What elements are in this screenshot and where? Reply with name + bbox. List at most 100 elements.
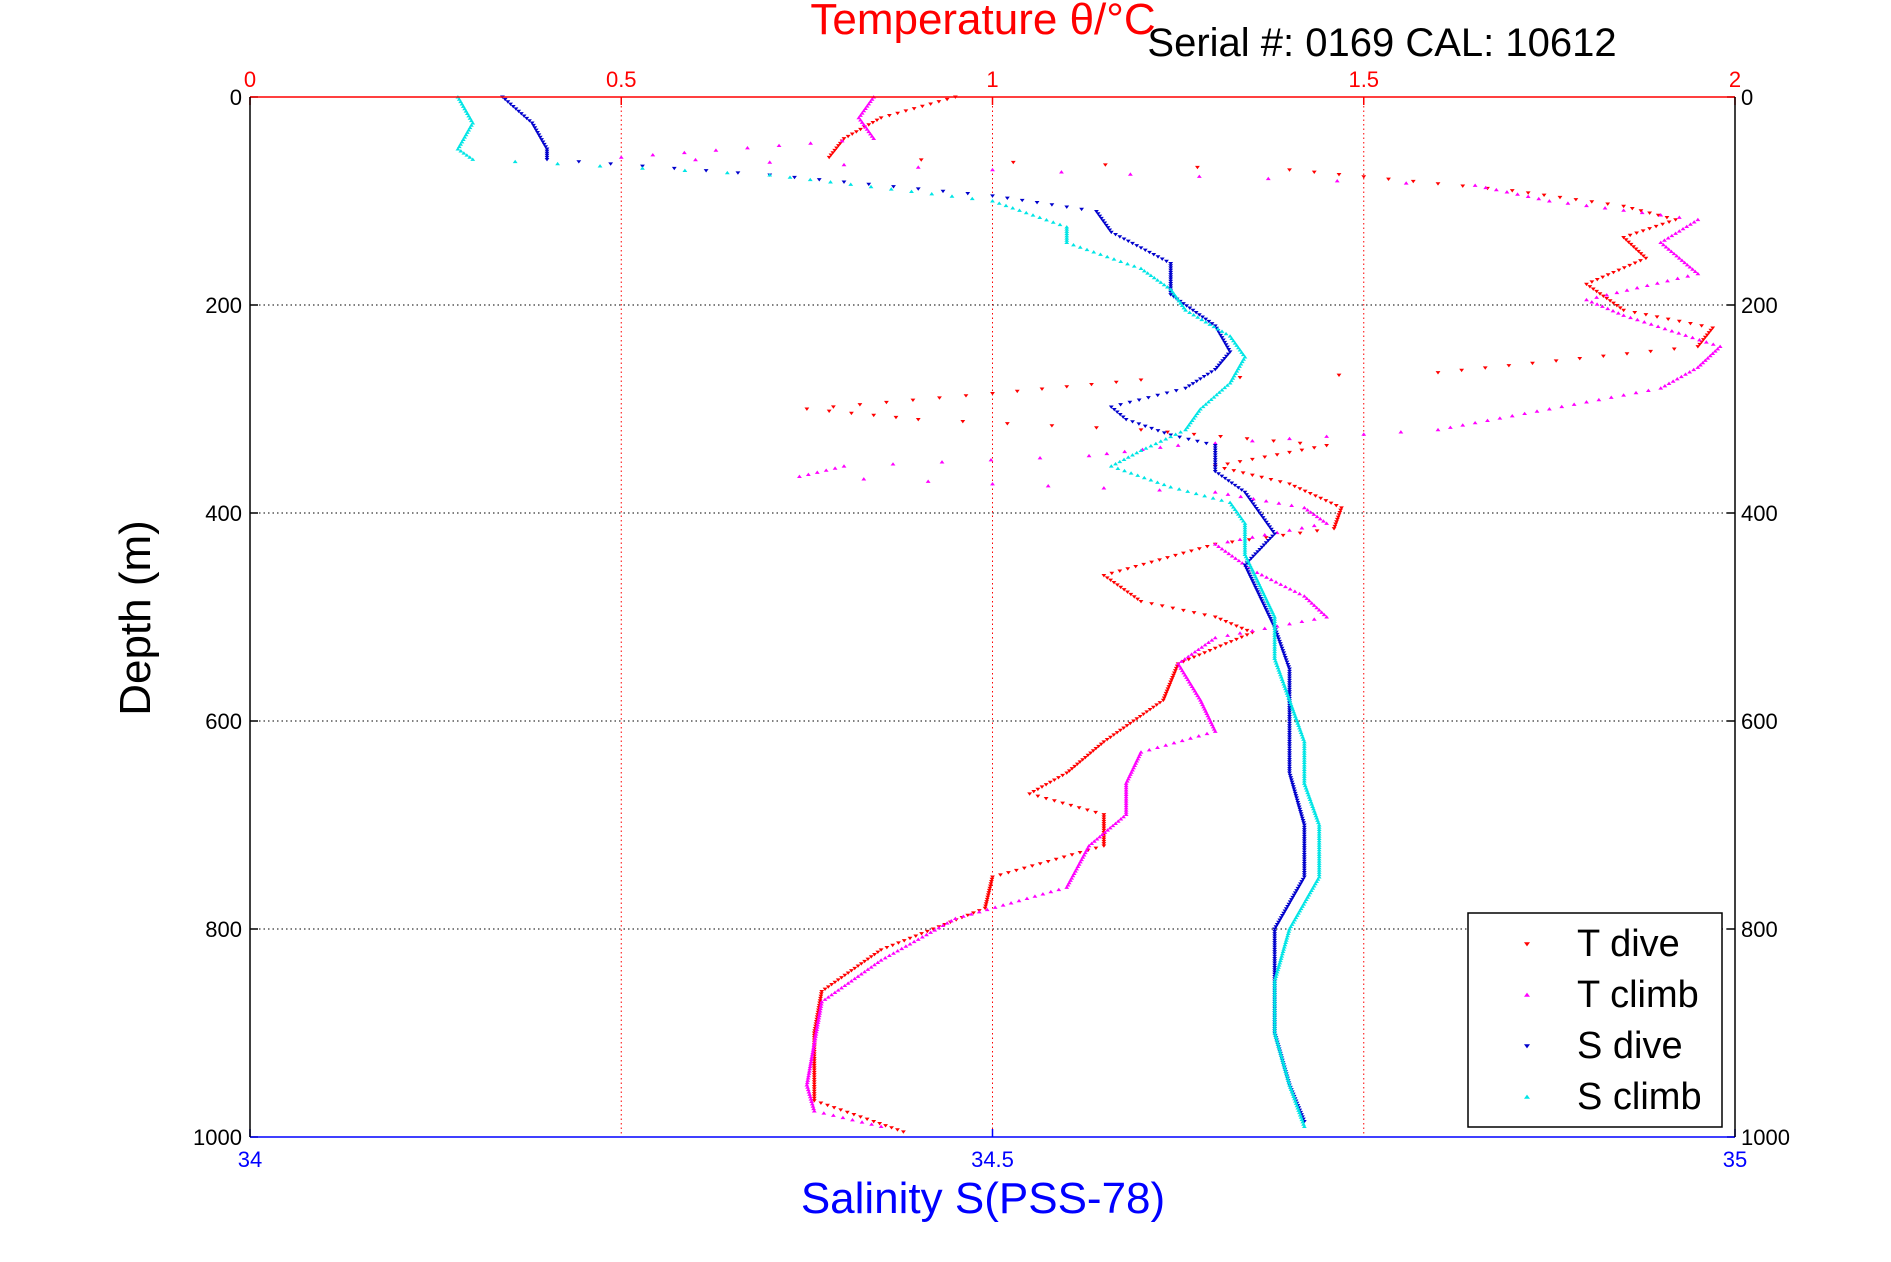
point-s-dive	[1155, 429, 1161, 433]
point-s-climb	[1277, 1049, 1283, 1053]
point-t-climb	[816, 1013, 822, 1018]
point-s-climb	[1104, 254, 1110, 259]
point-t-climb	[859, 111, 865, 115]
point-s-climb	[1301, 774, 1307, 778]
point-t-dive	[1134, 717, 1140, 721]
point-s-dive	[1287, 755, 1292, 760]
point-s-dive	[1203, 317, 1209, 322]
point-t-climb	[1048, 889, 1054, 894]
point-s-climb	[1278, 956, 1284, 960]
salinity-tick-label: 34.5	[971, 1147, 1014, 1172]
point-s-dive	[1296, 805, 1302, 809]
point-t-dive	[1196, 653, 1202, 657]
point-s-climb	[469, 118, 474, 123]
point-s-dive	[1290, 895, 1296, 900]
point-t-dive	[811, 1066, 817, 1070]
point-s-climb	[1316, 829, 1322, 834]
point-t-dive	[1307, 492, 1313, 496]
point-t-dive	[1643, 313, 1649, 317]
point-s-dive	[1287, 724, 1292, 728]
point-t-dive	[830, 151, 836, 155]
point-t-climb	[1695, 217, 1701, 222]
depth-tick-label-right: 600	[1741, 709, 1778, 734]
point-s-climb	[1214, 392, 1219, 397]
point-s-dive	[1248, 576, 1254, 581]
point-s-climb	[767, 173, 773, 177]
point-t-dive	[1234, 637, 1239, 642]
point-s-climb	[455, 147, 461, 151]
point-s-climb	[888, 187, 894, 191]
point-t-dive	[870, 120, 876, 125]
point-t-dive	[1710, 326, 1716, 330]
point-t-climb	[1509, 414, 1515, 418]
point-t-climb	[1292, 589, 1298, 593]
point-s-climb	[1240, 519, 1246, 523]
point-t-climb	[1179, 738, 1185, 743]
point-t-climb	[1155, 745, 1160, 750]
point-t-climb	[1684, 262, 1690, 267]
point-s-dive	[1255, 550, 1261, 554]
point-t-dive	[1336, 373, 1342, 377]
point-t-dive	[1435, 371, 1441, 375]
point-t-dive	[960, 420, 966, 424]
point-t-climb	[1641, 320, 1647, 324]
point-t-dive	[1101, 817, 1107, 821]
point-t-climb	[895, 949, 901, 953]
point-s-climb	[1237, 364, 1242, 368]
point-t-dive	[1333, 522, 1339, 526]
point-t-climb	[1678, 374, 1684, 379]
point-s-dive	[1266, 614, 1272, 619]
point-t-climb	[1008, 901, 1014, 905]
point-s-climb	[1234, 509, 1240, 514]
point-t-climb	[862, 969, 868, 974]
point-s-dive	[1212, 451, 1218, 455]
point-s-climb	[1314, 816, 1320, 820]
point-t-dive	[1553, 359, 1559, 363]
point-s-dive	[1168, 275, 1174, 279]
point-t-dive	[811, 1094, 817, 1098]
point-s-dive	[1252, 583, 1257, 587]
point-s-climb	[1207, 322, 1213, 326]
point-s-climb	[1290, 1092, 1296, 1096]
point-t-climb	[807, 1092, 812, 1096]
point-t-climb	[1691, 220, 1697, 224]
point-s-dive	[1107, 228, 1113, 232]
point-t-dive	[871, 413, 877, 418]
point-s-climb	[1229, 502, 1235, 507]
point-s-dive	[1284, 660, 1290, 664]
point-t-climb	[804, 1080, 810, 1085]
point-s-dive	[1272, 532, 1278, 536]
point-t-climb	[1319, 610, 1325, 614]
point-t-climb	[1663, 245, 1669, 249]
point-t-climb	[1584, 203, 1589, 208]
point-s-dive	[1287, 690, 1292, 694]
point-s-dive	[1272, 950, 1278, 954]
point-t-dive	[1626, 240, 1631, 244]
point-t-climb	[1193, 691, 1199, 695]
point-s-dive	[1298, 882, 1303, 886]
point-s-climb	[1223, 331, 1229, 336]
point-t-dive	[1627, 233, 1633, 238]
point-s-dive	[1260, 601, 1266, 605]
point-s-dive	[1247, 574, 1253, 579]
point-t-climb	[745, 146, 750, 150]
point-t-climb	[1671, 251, 1677, 256]
point-s-dive	[1272, 961, 1278, 965]
point-t-dive	[1144, 710, 1150, 714]
point-s-climb	[1308, 799, 1314, 804]
point-t-dive	[1509, 189, 1515, 193]
point-t-climb	[990, 167, 995, 172]
point-s-dive	[1161, 431, 1167, 435]
point-s-climb	[1242, 521, 1248, 525]
point-s-dive	[541, 142, 547, 147]
point-t-climb	[1605, 306, 1611, 311]
point-s-dive	[1108, 405, 1114, 409]
point-s-climb	[1280, 679, 1286, 684]
point-s-climb	[1242, 534, 1248, 539]
point-s-climb	[1272, 619, 1278, 624]
point-s-dive	[1257, 547, 1263, 552]
point-t-climb	[856, 115, 862, 120]
point-s-dive	[544, 149, 550, 153]
point-s-climb	[1316, 843, 1322, 847]
point-s-climb	[1235, 512, 1241, 516]
